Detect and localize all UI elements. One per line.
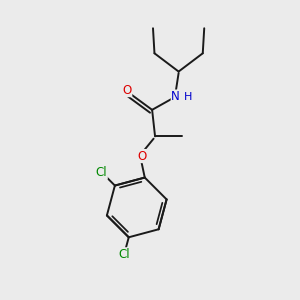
Text: Cl: Cl (118, 248, 130, 261)
Text: Cl: Cl (96, 166, 107, 179)
Text: N: N (171, 90, 180, 103)
Text: O: O (122, 84, 132, 97)
Text: H: H (184, 92, 192, 102)
Text: O: O (138, 150, 147, 163)
